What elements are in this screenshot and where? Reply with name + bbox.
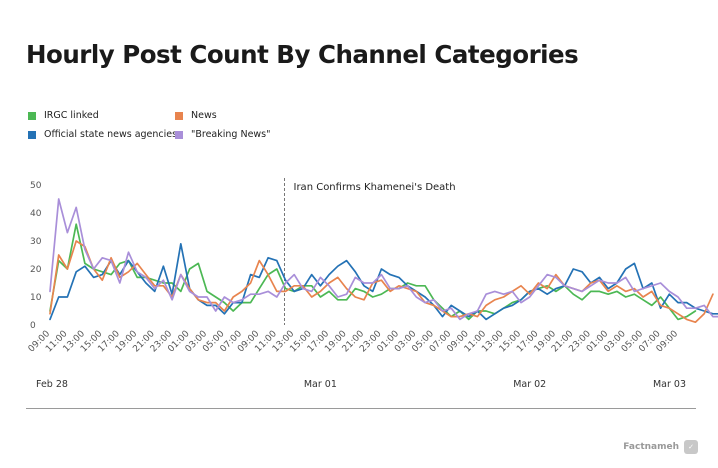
brand-name: Factnameh xyxy=(623,442,679,452)
date-label-0: Feb 28 xyxy=(36,379,68,390)
brand-logo-icon: ✓ xyxy=(684,440,698,454)
legend-label-official-state-news: Official state news agencies xyxy=(44,129,178,140)
legend-swatch-breaking-news xyxy=(175,130,183,139)
y-tick-label-0: 0 xyxy=(30,321,36,331)
series-line-0 xyxy=(49,223,697,321)
y-tick-label-20: 20 xyxy=(30,265,42,275)
legend-item-irgc-linked[interactable]: IRGC linked xyxy=(28,110,99,121)
series-line-2 xyxy=(49,240,714,324)
legend-swatch-irgc-linked xyxy=(28,111,36,120)
series-line-1 xyxy=(49,242,718,321)
date-label-1: Mar 01 xyxy=(304,379,337,390)
series-line-3 xyxy=(49,198,718,321)
y-tick-label-50: 50 xyxy=(30,181,42,191)
y-tick-label-10: 10 xyxy=(30,293,42,303)
legend-swatch-news xyxy=(175,111,183,120)
chart-title: Hourly Post Count By Channel Categories xyxy=(26,40,579,69)
y-tick-label-30: 30 xyxy=(30,237,42,247)
legend-swatch-official-state-news xyxy=(28,130,36,139)
date-label-2: Mar 02 xyxy=(513,379,546,390)
legend-item-breaking-news[interactable]: "Breaking News" xyxy=(175,129,271,140)
brand-watermark: Factnameh ✓ xyxy=(623,440,698,454)
annotation-label: Iran Confirms Khamenei's Death xyxy=(294,182,456,193)
legend-label-irgc-linked: IRGC linked xyxy=(44,110,99,121)
y-tick-label-40: 40 xyxy=(30,209,42,219)
legend-item-news[interactable]: News xyxy=(175,110,217,121)
legend-label-news: News xyxy=(191,110,217,121)
divider-line xyxy=(26,408,696,409)
legend-label-breaking-news: "Breaking News" xyxy=(191,129,271,140)
date-label-3: Mar 03 xyxy=(653,379,686,390)
legend-item-official-state-news[interactable]: Official state news agencies xyxy=(28,129,177,140)
legend: IRGC linked Official state news agencies… xyxy=(28,110,428,150)
